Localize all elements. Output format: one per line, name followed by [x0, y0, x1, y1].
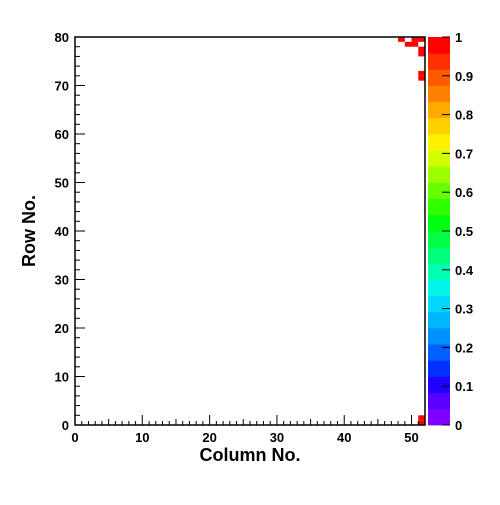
colorbar-segment	[428, 360, 450, 377]
heatmap-cell	[418, 37, 425, 42]
colorbar-segment	[428, 37, 450, 54]
x-tick-label: 50	[404, 430, 418, 445]
x-tick-label: 30	[270, 430, 284, 445]
colorbar-segment	[428, 166, 450, 183]
heatmap-cell	[418, 75, 425, 81]
heatmap-cells	[398, 37, 425, 425]
colorbar-tick-label: 0.5	[455, 224, 473, 239]
y-tick-label: 70	[55, 79, 69, 94]
colorbar-segment	[428, 85, 450, 103]
y-tick-label: 40	[55, 224, 69, 239]
colorbar-segment	[428, 328, 450, 345]
x-tick-label: 20	[202, 430, 216, 445]
x-tick-label: 0	[71, 430, 78, 445]
plot-area	[75, 37, 425, 425]
y-tick-label: 10	[55, 370, 69, 385]
colorbar-segment	[428, 311, 450, 329]
colorbar	[428, 37, 450, 426]
heatmap-cell	[411, 41, 419, 47]
heatmap-cell	[418, 415, 425, 421]
y-axis-label: Row No.	[19, 195, 39, 267]
colorbar-tick-label: 0.6	[455, 185, 473, 200]
heatmap-cell	[404, 41, 412, 47]
heatmap-cell	[418, 46, 425, 52]
colorbar-segment	[428, 231, 450, 248]
colorbar-tick-label: 0.9	[455, 69, 473, 84]
colorbar-tick-label: 0.3	[455, 302, 473, 317]
colorbar-segment	[428, 53, 450, 70]
heatmap-cell	[398, 37, 405, 42]
heatmap-cell	[418, 420, 425, 425]
colorbar-segment	[428, 376, 450, 394]
heatmap-cell	[418, 70, 425, 76]
colorbar-segment	[428, 117, 450, 135]
y-tick-label: 30	[55, 273, 69, 288]
colorbar-segment	[428, 344, 450, 361]
x-axis-label: Column No.	[200, 445, 301, 465]
colorbar-tick-label: 1	[455, 30, 462, 45]
y-tick-label: 0	[62, 418, 69, 433]
y-tick-label: 60	[55, 127, 69, 142]
x-tick-label: 10	[135, 430, 149, 445]
colorbar-segment	[428, 150, 450, 167]
colorbar-segment	[428, 198, 450, 216]
colorbar-tick-label: 0.7	[455, 146, 473, 161]
colorbar-segment	[428, 134, 450, 151]
y-tick-label: 50	[55, 176, 69, 191]
x-tick-label: 40	[337, 430, 351, 445]
colorbar-tick-label: 0.4	[455, 263, 474, 278]
colorbar-segment	[428, 408, 450, 426]
plot-frame	[74, 36, 426, 426]
colorbar-tick-label: 0	[455, 418, 462, 433]
y-tick-label: 20	[55, 321, 69, 336]
y-tick-label: 80	[55, 30, 69, 45]
colorbar-tick-label: 0.8	[455, 108, 473, 123]
colorbar-ticks: 0 0.1 0.2 0.3 0.4 0.5 0.6 0.7 0.8 0.9 1	[442, 30, 474, 433]
colorbar-tick-label: 0.2	[455, 340, 473, 355]
colorbar-segment	[428, 263, 450, 280]
colorbar-segment	[428, 392, 450, 410]
heatmap-cell	[418, 51, 425, 57]
colorbar-segment	[428, 182, 450, 200]
heatmap-cell	[411, 37, 419, 42]
colorbar-tick-label: 0.1	[455, 379, 473, 394]
colorbar-segment	[428, 214, 450, 232]
colorbar-segment	[428, 279, 450, 297]
y-axis-ticks: 0 10 20 30 40 50 60 70 80	[55, 30, 85, 433]
colorbar-segment	[428, 247, 450, 264]
colorbar-segment	[428, 101, 450, 119]
colorbar-segment	[428, 69, 450, 86]
colorbar-segment	[428, 295, 450, 313]
